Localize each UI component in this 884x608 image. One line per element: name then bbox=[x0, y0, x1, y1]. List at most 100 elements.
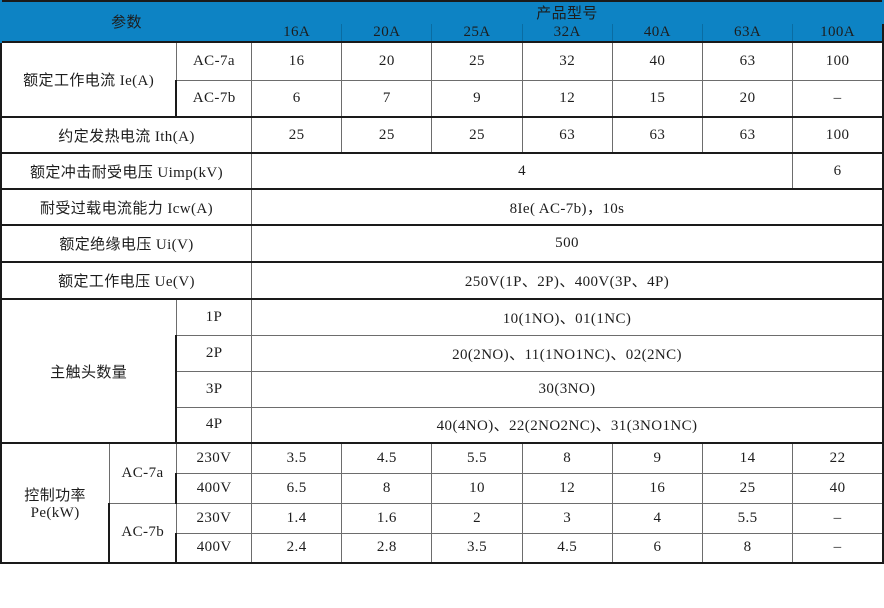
parameter-header-cell: 参数 bbox=[0, 0, 253, 43]
cell-value: 9 bbox=[431, 79, 523, 118]
sub-label-pole-1p: 1P bbox=[175, 298, 253, 336]
cell-value: 100 bbox=[792, 116, 884, 154]
table-row: 4P 40(4NO)、22(2NO2NC)、31(3NO1NC) bbox=[1, 406, 884, 444]
sub-label-ac7a: AC-7a bbox=[108, 442, 177, 504]
cell-value: 1.4 bbox=[251, 502, 343, 534]
cell-value: 5.5 bbox=[701, 502, 794, 534]
row-label-main-contacts: 主触头数量 bbox=[0, 298, 177, 444]
cell-value: 8 bbox=[341, 472, 433, 504]
model-header-100a: 100A bbox=[792, 23, 884, 43]
table-row: 3P 30(3NO) bbox=[1, 370, 884, 408]
sub-label-pole-4p: 4P bbox=[175, 406, 253, 444]
row-label-operational-voltage: 额定工作电压 Ue(V) bbox=[0, 261, 253, 300]
cell-value: 8 bbox=[521, 442, 613, 474]
table-row: 2P 20(2NO)、11(1NO1NC)、02(2NC) bbox=[1, 334, 884, 372]
table-row: 主触头数量 1P 10(1NO)、01(1NC) bbox=[0, 298, 884, 444]
cell-value: 7 bbox=[341, 79, 433, 118]
row-label-thermal-current: 约定发热电流 Ith(A) bbox=[0, 116, 253, 154]
table-row: 约定发热电流 Ith(A) 25 25 25 63 63 63 100 bbox=[0, 116, 884, 154]
cell-value: 2 bbox=[431, 502, 523, 534]
cell-value: 12 bbox=[521, 472, 613, 504]
cell-value: 6.5 bbox=[251, 472, 343, 504]
cell-value: 14 bbox=[701, 442, 794, 474]
model-header-25a: 25A bbox=[431, 23, 523, 43]
model-header-16a: 16A bbox=[251, 23, 343, 43]
cell-value-merged: 30(3NO) bbox=[251, 370, 884, 408]
cell-value: 3.5 bbox=[251, 442, 343, 474]
table-row: AC-7b 230V 1.4 1.6 2 3 4 5.5 – bbox=[1, 502, 884, 564]
table-row: 400V 2.4 2.8 3.5 4.5 6 8 – bbox=[1, 532, 884, 564]
cell-value: 20 bbox=[701, 79, 794, 118]
model-header-63a: 63A bbox=[701, 23, 794, 43]
cell-value: 40 bbox=[611, 41, 703, 81]
cell-value-merged: 10(1NO)、01(1NC) bbox=[251, 298, 884, 336]
table-row: 额定工作电压 Ue(V) 250V(1P、2P)、400V(3P、4P) bbox=[0, 261, 884, 300]
sub-label-pole-3p: 3P bbox=[175, 370, 253, 408]
table-row: 额定冲击耐受电压 Uimp(kV) 4 6 bbox=[0, 152, 884, 190]
cell-value-merged: 20(2NO)、11(1NO1NC)、02(2NC) bbox=[251, 334, 884, 372]
cell-value: 15 bbox=[611, 79, 703, 118]
cell-value: 4 bbox=[611, 502, 703, 534]
cell-value: 63 bbox=[611, 116, 703, 154]
control-power-label-line1: 控制功率 bbox=[24, 488, 86, 504]
specification-table: 参数 产品型号 16A 20A 25A 32A 40A 63A 100A 额定工… bbox=[0, 0, 884, 564]
sub-label-ac7a: AC-7a bbox=[175, 41, 253, 81]
cell-value: 100 bbox=[792, 41, 884, 81]
sub-label-voltage-400v: 400V bbox=[175, 532, 253, 564]
table-row: 额定绝缘电压 Ui(V) 500 bbox=[0, 224, 884, 263]
sub-label-voltage-230v: 230V bbox=[175, 442, 253, 474]
cell-value: 1.6 bbox=[341, 502, 433, 534]
cell-value: 32 bbox=[521, 41, 613, 81]
table-row: 400V 6.5 8 10 12 16 25 40 bbox=[1, 472, 884, 504]
table-row: AC-7b 6 7 9 12 15 20 – bbox=[1, 79, 884, 118]
control-power-label-line2: Pe(kW) bbox=[30, 505, 80, 521]
row-label-short-time-withstand-current: 耐受过载电流能力 Icw(A) bbox=[0, 188, 253, 226]
cell-value: 3.5 bbox=[431, 532, 523, 564]
sub-label-ac7b: AC-7b bbox=[175, 79, 253, 118]
model-header-20a: 20A bbox=[341, 23, 433, 43]
cell-value: 6 bbox=[611, 532, 703, 564]
cell-value: – bbox=[792, 502, 884, 534]
cell-value: 63 bbox=[521, 116, 613, 154]
cell-value: 63 bbox=[701, 41, 794, 81]
sub-label-pole-2p: 2P bbox=[175, 334, 253, 372]
cell-value: 2.4 bbox=[251, 532, 343, 564]
cell-value: 5.5 bbox=[431, 442, 523, 474]
cell-value: – bbox=[792, 79, 884, 118]
cell-value: 40 bbox=[792, 472, 884, 504]
row-label-impulse-withstand-voltage: 额定冲击耐受电压 Uimp(kV) bbox=[0, 152, 253, 190]
cell-value: 25 bbox=[431, 41, 523, 81]
cell-value: 9 bbox=[611, 442, 703, 474]
cell-value-merged: 500 bbox=[251, 224, 884, 263]
cell-value: 4.5 bbox=[521, 532, 613, 564]
cell-value: 25 bbox=[701, 472, 794, 504]
model-header-40a: 40A bbox=[611, 23, 703, 43]
cell-value: 2.8 bbox=[341, 532, 433, 564]
row-label-control-power: 控制功率 Pe(kW) bbox=[0, 442, 110, 564]
cell-value-merged: 40(4NO)、22(2NO2NC)、31(3NO1NC) bbox=[251, 406, 884, 444]
sub-label-voltage-230v: 230V bbox=[175, 502, 253, 534]
cell-value: 20 bbox=[341, 41, 433, 81]
cell-value: 6 bbox=[251, 79, 343, 118]
cell-value: 16 bbox=[251, 41, 343, 81]
table-row: 额定工作电流 Ie(A) AC-7a 16 20 25 32 40 63 100 bbox=[0, 41, 884, 118]
sub-label-ac7b: AC-7b bbox=[108, 502, 177, 564]
cell-value: 12 bbox=[521, 79, 613, 118]
cell-value: 22 bbox=[792, 442, 884, 474]
cell-value: 25 bbox=[341, 116, 433, 154]
cell-value: 63 bbox=[701, 116, 794, 154]
model-header-32a: 32A bbox=[521, 23, 613, 43]
cell-value-merged: 4 bbox=[251, 152, 794, 190]
table-row: 耐受过载电流能力 Icw(A) 8Ie( AC-7b)，10s bbox=[0, 188, 884, 226]
cell-value: 3 bbox=[521, 502, 613, 534]
cell-value: – bbox=[792, 532, 884, 564]
cell-value: 25 bbox=[431, 116, 523, 154]
cell-value: 8 bbox=[701, 532, 794, 564]
cell-value: 25 bbox=[251, 116, 343, 154]
cell-value: 6 bbox=[792, 152, 884, 190]
header-row-top: 参数 产品型号 bbox=[0, 0, 884, 43]
product-model-header-cell: 产品型号 bbox=[251, 0, 884, 24]
table-row: 控制功率 Pe(kW) AC-7a 230V 3.5 4.5 5.5 8 9 1… bbox=[0, 442, 884, 564]
cell-value-merged: 8Ie( AC-7b)，10s bbox=[251, 188, 884, 226]
cell-value-merged: 250V(1P、2P)、400V(3P、4P) bbox=[251, 261, 884, 300]
